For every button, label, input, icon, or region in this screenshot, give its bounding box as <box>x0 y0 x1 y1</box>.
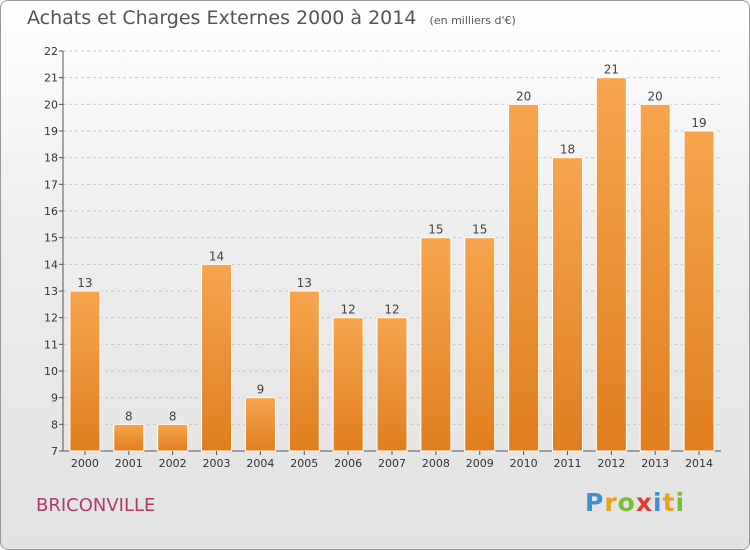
y-tick-label: 10 <box>44 365 58 378</box>
y-tick-label: 16 <box>44 205 58 218</box>
y-tick-label: 14 <box>44 258 58 271</box>
y-tick-label: 9 <box>51 392 58 405</box>
bar <box>639 103 671 452</box>
y-tick-label: 18 <box>44 152 58 165</box>
x-tick-label: 2006 <box>334 457 362 470</box>
x-tick-label: 2009 <box>466 457 494 470</box>
y-tick-label: 17 <box>44 178 58 191</box>
bar-value-label: 15 <box>428 223 443 237</box>
y-tick-label: 8 <box>51 418 58 431</box>
y-tick-label: 15 <box>44 232 58 245</box>
x-tick-label: 2008 <box>422 457 450 470</box>
bar <box>376 317 408 452</box>
logo-letter: o <box>617 488 636 517</box>
logo-letter: r <box>604 488 618 517</box>
bar <box>683 130 715 452</box>
x-tick-label: 2001 <box>115 457 143 470</box>
bar-value-label: 21 <box>604 63 619 77</box>
bar-value-label: 8 <box>125 409 133 423</box>
y-tick-label: 22 <box>44 45 58 58</box>
logo-letter: t <box>662 488 676 517</box>
bar <box>244 397 276 452</box>
x-tick-label: 2005 <box>290 457 318 470</box>
y-tick-label: 20 <box>44 98 58 111</box>
bar-value-label: 8 <box>169 409 177 423</box>
x-tick-label: 2012 <box>597 457 625 470</box>
bar <box>201 263 233 452</box>
bar <box>595 77 627 452</box>
bar-value-label: 20 <box>516 89 531 103</box>
x-tick-label: 2013 <box>641 457 669 470</box>
chart-subtitle: (en milliers d'€) <box>429 14 516 27</box>
logo-letter: x <box>635 488 653 517</box>
proxiti-logo: Proxiti <box>585 488 685 517</box>
bar-value-label: 13 <box>297 276 312 290</box>
x-tick-label: 2014 <box>685 457 713 470</box>
bar <box>332 317 364 452</box>
bar-value-label: 19 <box>691 116 706 130</box>
bar <box>288 290 320 452</box>
bar <box>157 423 189 452</box>
bar <box>464 237 496 452</box>
bar <box>508 103 540 452</box>
y-tick-label: 11 <box>44 338 58 351</box>
x-tick-label: 2004 <box>246 457 274 470</box>
bar-value-label: 20 <box>648 89 663 103</box>
logo-letter: i <box>675 488 686 517</box>
x-tick-label: 2002 <box>159 457 187 470</box>
x-tick-label: 2011 <box>553 457 581 470</box>
title-block: Achats et Charges Externes 2000 à 2014 (… <box>27 7 516 29</box>
x-tick-label: 2010 <box>510 457 538 470</box>
bar-value-label: 12 <box>340 303 355 317</box>
bar <box>69 290 101 452</box>
y-tick-label: 12 <box>44 312 58 325</box>
chart-title: Achats et Charges Externes 2000 à 2014 <box>27 7 417 29</box>
bar <box>113 423 145 452</box>
x-tick-label: 2007 <box>378 457 406 470</box>
y-tick-label: 21 <box>44 72 58 85</box>
bar <box>551 157 583 452</box>
y-tick-label: 7 <box>51 445 58 458</box>
bar-value-label: 15 <box>472 223 487 237</box>
logo-letter: i <box>653 488 663 517</box>
y-tick-label: 13 <box>44 285 58 298</box>
bar-value-label: 9 <box>257 383 265 397</box>
bar <box>420 237 452 452</box>
y-tick-label: 19 <box>44 125 58 138</box>
x-tick-label: 2003 <box>203 457 231 470</box>
bar-value-label: 12 <box>384 303 399 317</box>
x-tick-label: 2000 <box>71 457 99 470</box>
bar-value-label: 18 <box>560 143 575 157</box>
logo-letter: P <box>585 488 605 517</box>
town-name: BRICONVILLE <box>36 495 156 516</box>
bar-value-label: 13 <box>77 276 92 290</box>
bar-value-label: 14 <box>209 249 224 263</box>
